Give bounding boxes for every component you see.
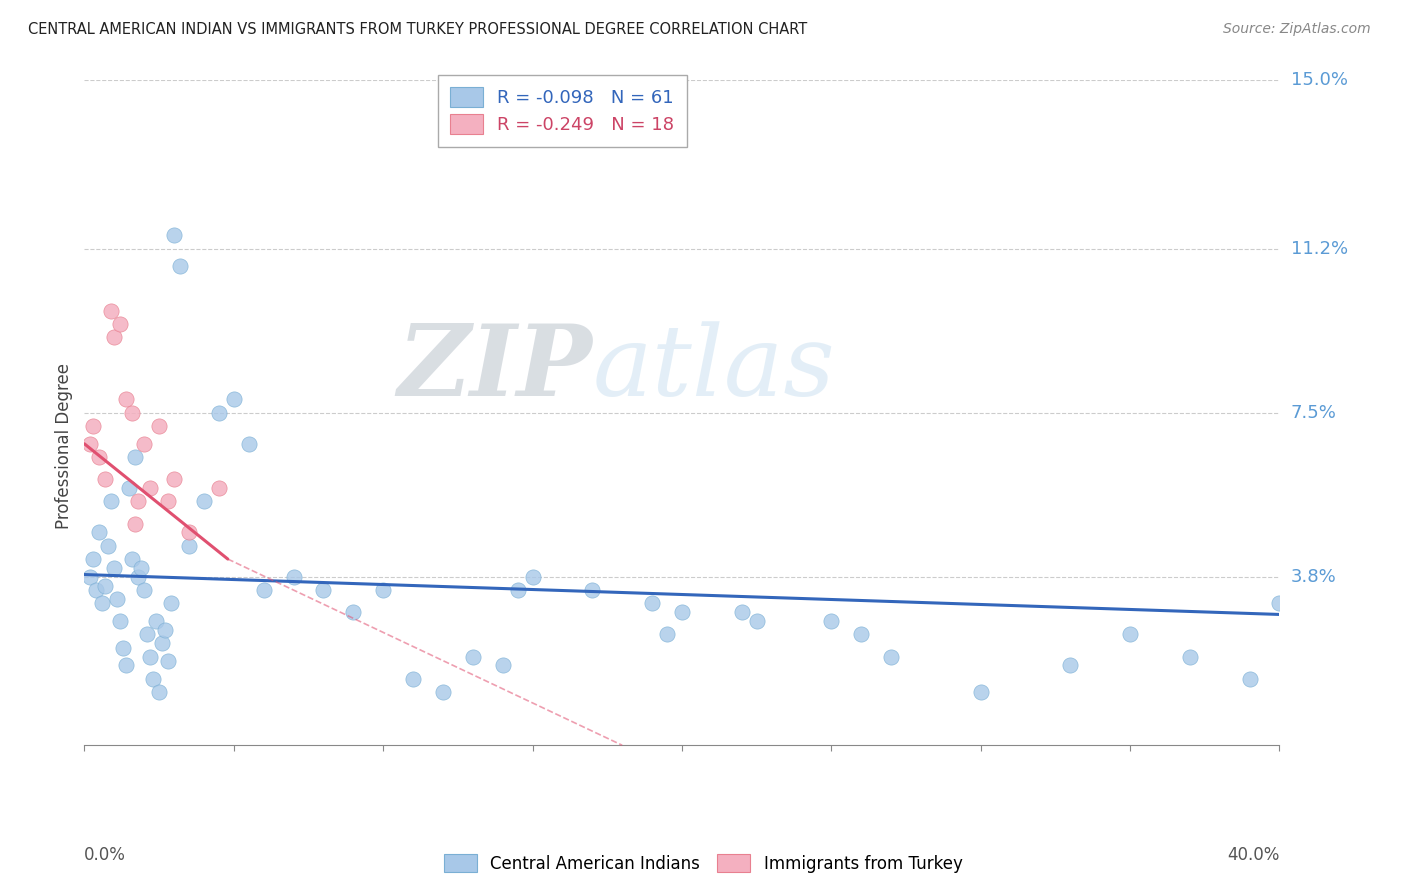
Text: 3.8%: 3.8% <box>1291 568 1336 586</box>
Point <box>253 583 276 598</box>
Point <box>1119 627 1142 641</box>
Point <box>970 685 993 699</box>
Legend: Central American Indians, Immigrants from Turkey: Central American Indians, Immigrants fro… <box>437 847 969 880</box>
Point <box>148 685 170 699</box>
Point <box>671 605 693 619</box>
Point <box>127 570 149 584</box>
Point <box>79 570 101 584</box>
Point <box>110 317 132 331</box>
Text: ZIP: ZIP <box>398 320 592 417</box>
Point <box>127 494 149 508</box>
Point <box>110 614 132 628</box>
Point <box>100 303 122 318</box>
Point <box>86 583 108 598</box>
Point <box>103 330 125 344</box>
Point <box>820 614 842 628</box>
Point <box>136 627 159 641</box>
Legend: R = -0.098   N = 61, R = -0.249   N = 18: R = -0.098 N = 61, R = -0.249 N = 18 <box>437 75 688 147</box>
Point <box>402 672 425 686</box>
Text: 0.0%: 0.0% <box>84 847 127 864</box>
Point <box>492 658 515 673</box>
Point <box>124 450 146 464</box>
Point <box>142 672 165 686</box>
Point <box>121 552 143 566</box>
Text: CENTRAL AMERICAN INDIAN VS IMMIGRANTS FROM TURKEY PROFESSIONAL DEGREE CORRELATIO: CENTRAL AMERICAN INDIAN VS IMMIGRANTS FR… <box>28 22 807 37</box>
Point <box>432 685 454 699</box>
Point <box>1239 672 1261 686</box>
Text: 15.0%: 15.0% <box>1291 71 1347 89</box>
Point <box>312 583 335 598</box>
Point <box>139 481 162 495</box>
Point <box>745 614 768 628</box>
Point <box>169 260 191 274</box>
Point <box>103 561 125 575</box>
Point <box>97 539 120 553</box>
Point <box>79 437 101 451</box>
Point <box>112 640 135 655</box>
Point <box>82 552 104 566</box>
Point <box>157 654 180 668</box>
Point <box>283 570 305 584</box>
Point <box>148 419 170 434</box>
Point <box>118 481 141 495</box>
Point <box>115 658 138 673</box>
Point <box>157 494 180 508</box>
Point <box>641 596 664 610</box>
Point <box>89 450 111 464</box>
Point <box>121 406 143 420</box>
Point <box>91 596 114 610</box>
Point <box>153 623 176 637</box>
Text: 40.0%: 40.0% <box>1227 847 1279 864</box>
Y-axis label: Professional Degree: Professional Degree <box>55 363 73 529</box>
Point <box>163 472 186 486</box>
Point <box>208 481 231 495</box>
Point <box>851 627 873 641</box>
Point <box>132 437 156 451</box>
Point <box>208 406 231 420</box>
Point <box>522 570 544 584</box>
Point <box>1178 649 1201 664</box>
Point <box>193 494 215 508</box>
Point <box>1268 596 1291 610</box>
Point <box>880 649 903 664</box>
Point <box>177 525 200 540</box>
Point <box>177 539 200 553</box>
Point <box>1059 658 1081 673</box>
Point <box>94 472 117 486</box>
Point <box>132 583 156 598</box>
Point <box>82 419 104 434</box>
Point <box>160 596 183 610</box>
Point <box>461 649 484 664</box>
Text: Source: ZipAtlas.com: Source: ZipAtlas.com <box>1223 22 1371 37</box>
Text: 11.2%: 11.2% <box>1291 240 1348 258</box>
Point <box>655 627 678 641</box>
Point <box>373 583 395 598</box>
Point <box>139 649 162 664</box>
Point <box>89 525 111 540</box>
Text: atlas: atlas <box>592 321 835 416</box>
Point <box>94 579 117 593</box>
Point <box>731 605 754 619</box>
Point <box>506 583 529 598</box>
Point <box>105 591 128 606</box>
Point <box>100 494 122 508</box>
Point <box>145 614 167 628</box>
Point <box>581 583 603 598</box>
Point <box>342 605 364 619</box>
Point <box>115 392 138 407</box>
Point <box>124 516 146 531</box>
Point <box>238 437 260 451</box>
Point <box>150 636 173 650</box>
Point <box>129 561 152 575</box>
Text: 7.5%: 7.5% <box>1291 404 1337 422</box>
Point <box>163 228 186 243</box>
Point <box>222 392 245 407</box>
